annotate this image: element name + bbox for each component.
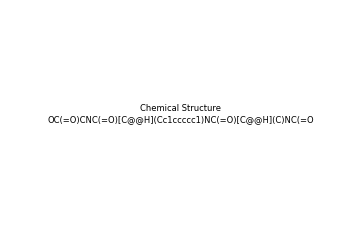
Text: Chemical Structure
OC(=O)CNC(=O)[C@@H](Cc1ccccc1)NC(=O)[C@@H](C)NC(=O: Chemical Structure OC(=O)CNC(=O)[C@@H](C… xyxy=(47,104,314,123)
